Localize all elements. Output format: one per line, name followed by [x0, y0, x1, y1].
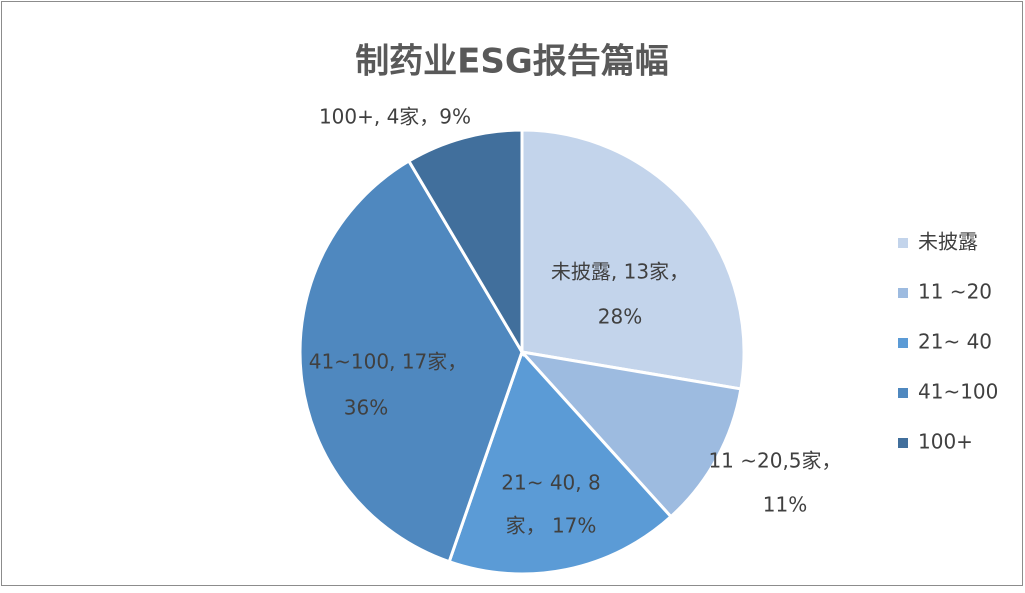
legend-label: 11 ~20 — [918, 280, 992, 304]
data-label: 11% — [763, 493, 807, 517]
pie-slice — [447, 349, 674, 576]
data-label: 家， 17% — [506, 514, 597, 538]
pie-slice — [520, 128, 746, 391]
data-label: 41~100, 17家， — [309, 350, 468, 374]
legend-label: 41~100 — [918, 380, 998, 404]
data-label: 36% — [344, 396, 388, 420]
legend-label: 未披露 — [918, 230, 978, 254]
data-label: 28% — [598, 305, 642, 329]
pie-slice — [517, 349, 743, 519]
legend-swatch — [898, 438, 908, 448]
legend-swatch — [898, 288, 908, 298]
data-label: 21~ 40, 8 — [501, 471, 600, 495]
legend-swatch — [898, 238, 908, 248]
legend-swatch — [898, 388, 908, 398]
legend-label: 100+ — [918, 430, 973, 454]
data-label: 11 ~20,5家， — [708, 449, 841, 473]
data-label: 100+, 4家，9% — [319, 105, 471, 129]
chart-title: 制药业ESG报告篇幅 — [355, 42, 669, 82]
legend-swatch — [898, 338, 908, 348]
data-label: 未披露, 13家， — [551, 260, 689, 284]
legend-label: 21~ 40 — [918, 330, 992, 354]
pie-slice — [406, 128, 524, 358]
